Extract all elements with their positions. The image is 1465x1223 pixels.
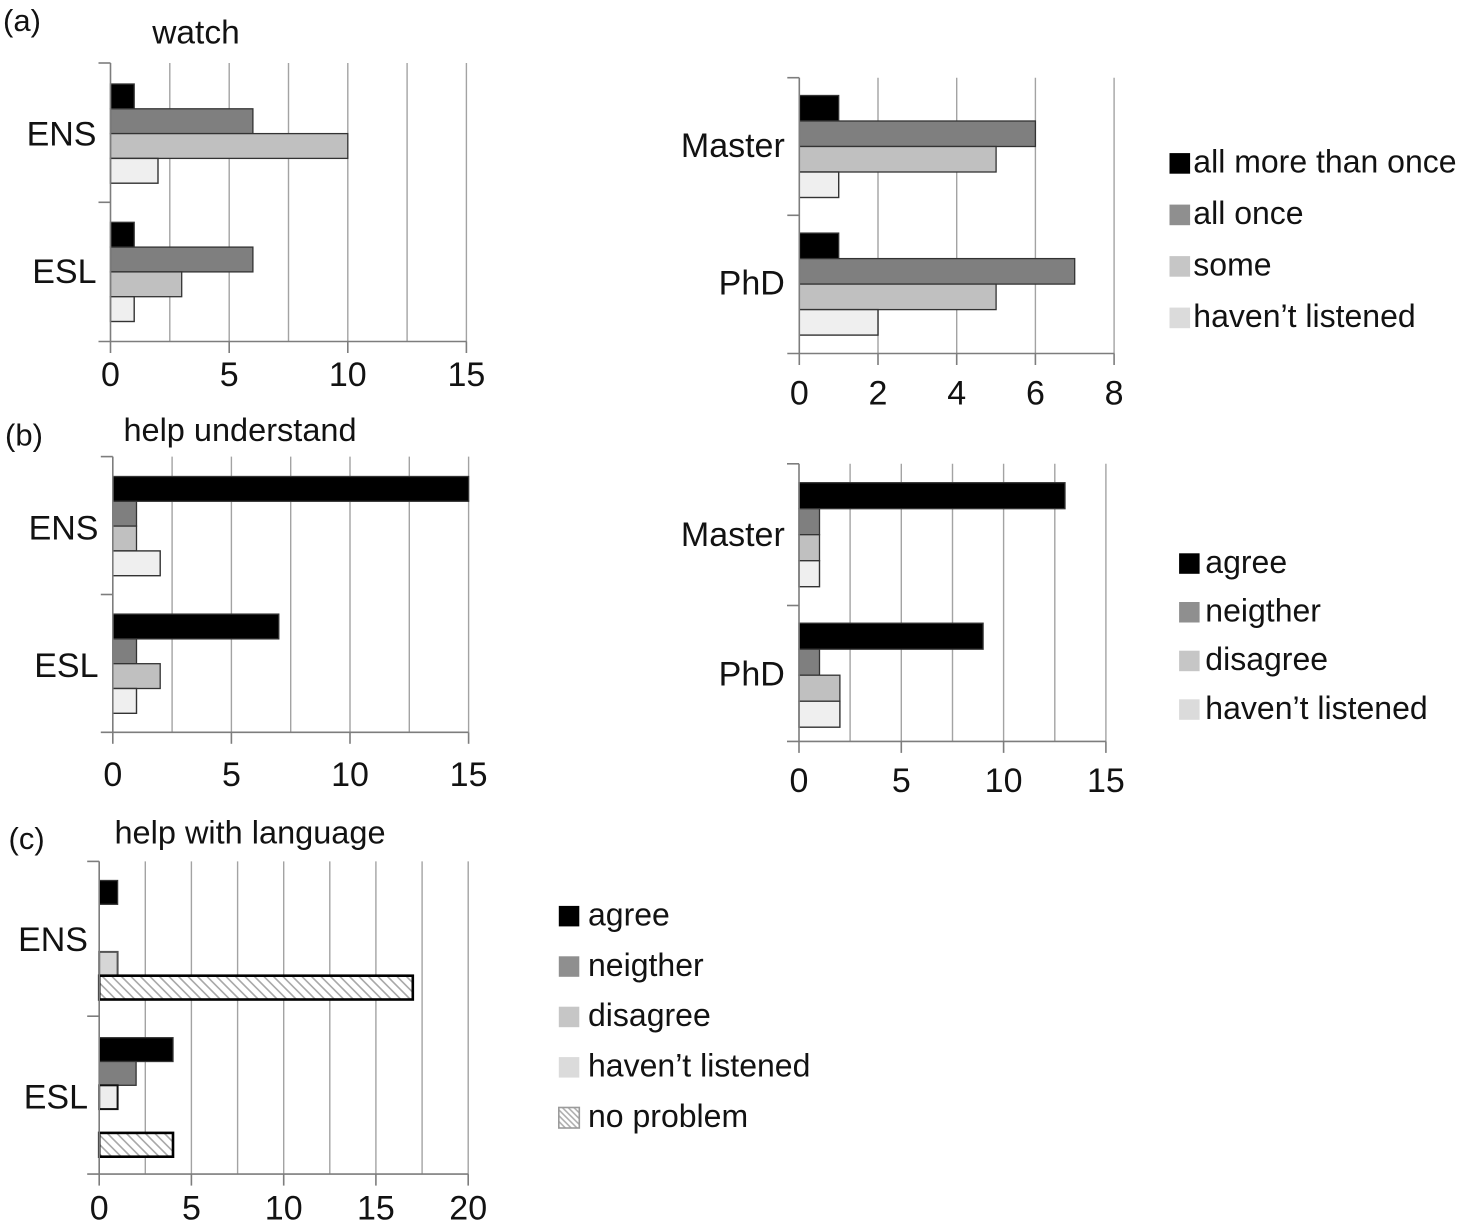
- svg-text:neigther: neigther: [1205, 593, 1321, 629]
- svg-text:no problem: no problem: [588, 1098, 748, 1134]
- svg-text:0: 0: [790, 762, 809, 800]
- svg-text:agree: agree: [1205, 544, 1287, 580]
- svg-text:10: 10: [265, 1190, 303, 1223]
- svg-text:agree: agree: [588, 896, 670, 932]
- svg-text:PhD: PhD: [719, 265, 785, 303]
- svg-text:Master: Master: [681, 516, 785, 554]
- svg-text:10: 10: [985, 762, 1023, 800]
- svg-text:20: 20: [449, 1190, 487, 1223]
- svg-text:15: 15: [450, 756, 488, 794]
- svg-text:disagree: disagree: [588, 997, 711, 1033]
- svg-text:4: 4: [947, 375, 966, 413]
- svg-text:watch: watch: [151, 15, 240, 52]
- svg-text:10: 10: [331, 756, 369, 794]
- svg-text:5: 5: [222, 756, 241, 794]
- svg-text:ENS: ENS: [29, 509, 99, 547]
- svg-text:(a): (a): [3, 3, 41, 38]
- svg-text:15: 15: [357, 1190, 395, 1223]
- svg-text:all more than once: all more than once: [1193, 144, 1456, 180]
- svg-text:help understand: help understand: [123, 412, 356, 448]
- svg-text:all once: all once: [1193, 195, 1303, 231]
- svg-text:(b): (b): [5, 418, 43, 453]
- svg-text:Master: Master: [681, 127, 785, 165]
- svg-text:10: 10: [329, 356, 367, 394]
- svg-text:(c): (c): [9, 821, 45, 856]
- svg-text:ESL: ESL: [34, 647, 98, 685]
- svg-text:15: 15: [447, 356, 485, 394]
- svg-text:6: 6: [1026, 375, 1045, 413]
- svg-text:some: some: [1193, 247, 1271, 283]
- svg-text:ESL: ESL: [32, 253, 96, 291]
- svg-text:ENS: ENS: [18, 921, 88, 959]
- svg-text:disagree: disagree: [1205, 641, 1328, 677]
- svg-text:haven’t listened: haven’t listened: [1205, 690, 1427, 726]
- svg-text:0: 0: [90, 1190, 109, 1223]
- svg-text:haven’t listened: haven’t listened: [588, 1048, 810, 1084]
- svg-text:0: 0: [790, 375, 809, 413]
- svg-text:ESL: ESL: [24, 1079, 88, 1117]
- svg-text:0: 0: [101, 356, 120, 394]
- svg-text:haven’t listened: haven’t listened: [1193, 298, 1415, 334]
- svg-text:ENS: ENS: [27, 115, 97, 153]
- svg-text:PhD: PhD: [719, 656, 785, 694]
- svg-text:15: 15: [1087, 762, 1125, 800]
- svg-text:8: 8: [1105, 375, 1124, 413]
- svg-text:5: 5: [182, 1190, 201, 1223]
- svg-text:help with language: help with language: [114, 815, 385, 851]
- svg-text:5: 5: [220, 356, 239, 394]
- svg-text:0: 0: [103, 756, 122, 794]
- svg-text:5: 5: [892, 762, 911, 800]
- svg-text:2: 2: [869, 375, 888, 413]
- svg-text:neigther: neigther: [588, 947, 704, 983]
